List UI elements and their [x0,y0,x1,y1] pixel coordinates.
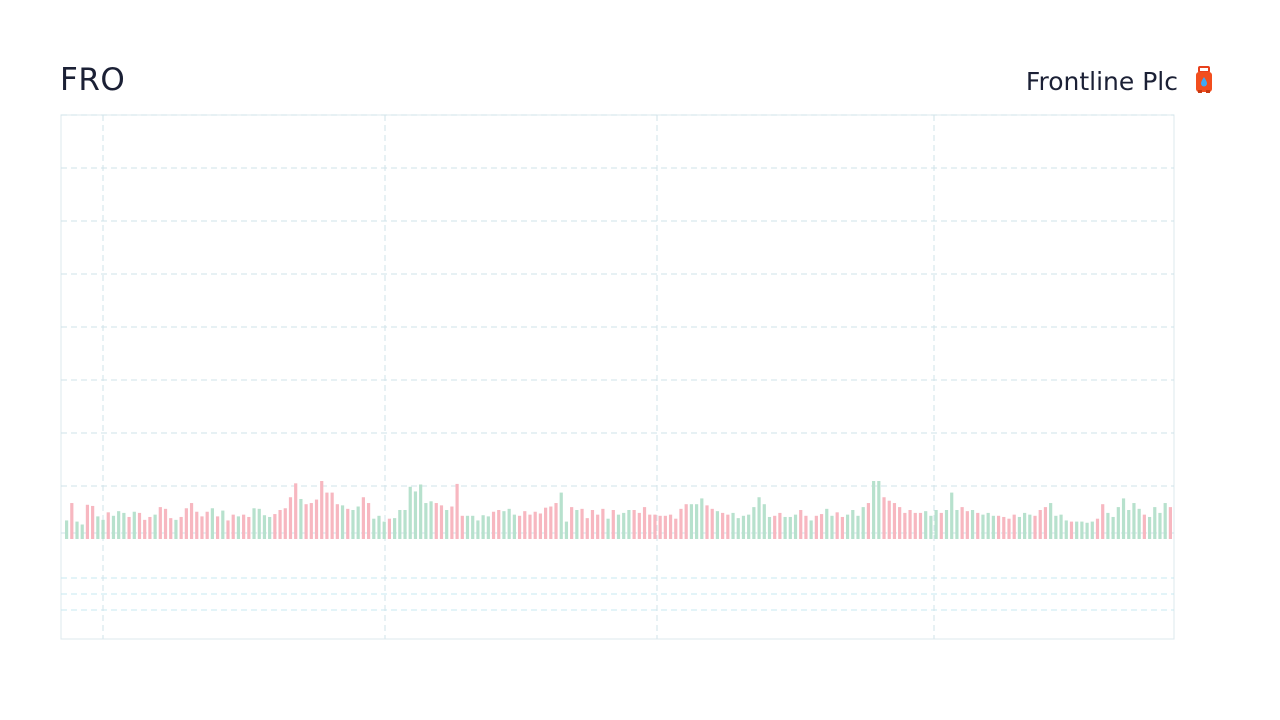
volume-bars [65,481,1172,539]
chart-grid [60,114,1175,640]
ticker-symbol: FRO [60,62,126,98]
gas-cylinder-icon [1196,66,1212,93]
company-name: Frontline Plc [1025,67,1178,96]
